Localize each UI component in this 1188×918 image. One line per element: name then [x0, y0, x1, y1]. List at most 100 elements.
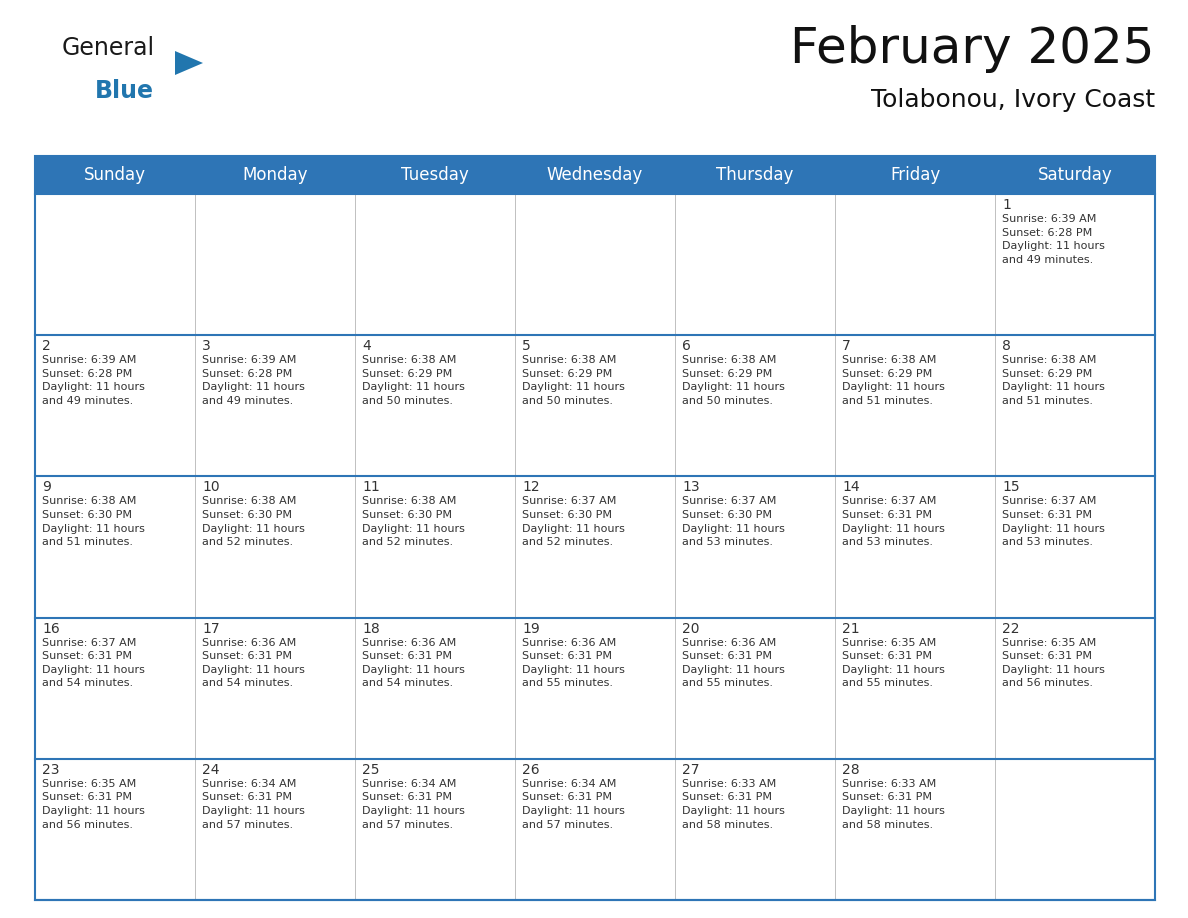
- Text: Sunrise: 6:37 AM
Sunset: 6:30 PM
Daylight: 11 hours
and 53 minutes.: Sunrise: 6:37 AM Sunset: 6:30 PM Dayligh…: [682, 497, 785, 547]
- Bar: [34, 194, 195, 335]
- Text: Sunrise: 6:34 AM
Sunset: 6:31 PM
Daylight: 11 hours
and 57 minutes.: Sunrise: 6:34 AM Sunset: 6:31 PM Dayligh…: [362, 778, 465, 830]
- Text: Sunrise: 6:39 AM
Sunset: 6:28 PM
Daylight: 11 hours
and 49 minutes.: Sunrise: 6:39 AM Sunset: 6:28 PM Dayligh…: [1001, 214, 1105, 264]
- Bar: [195, 759, 355, 900]
- Bar: [835, 335, 996, 476]
- Bar: [516, 194, 675, 335]
- Bar: [996, 759, 1155, 900]
- Text: 24: 24: [202, 763, 220, 777]
- Text: 4: 4: [362, 339, 371, 353]
- Text: Sunrise: 6:37 AM
Sunset: 6:31 PM
Daylight: 11 hours
and 54 minutes.: Sunrise: 6:37 AM Sunset: 6:31 PM Dayligh…: [42, 638, 145, 688]
- Text: Friday: Friday: [890, 166, 940, 184]
- Bar: [675, 476, 835, 618]
- Text: Monday: Monday: [242, 166, 308, 184]
- Bar: [195, 618, 355, 759]
- Text: 25: 25: [362, 763, 379, 777]
- Bar: [516, 476, 675, 618]
- Text: 6: 6: [682, 339, 691, 353]
- Text: Sunrise: 6:35 AM
Sunset: 6:31 PM
Daylight: 11 hours
and 56 minutes.: Sunrise: 6:35 AM Sunset: 6:31 PM Dayligh…: [42, 778, 145, 830]
- Text: Sunrise: 6:38 AM
Sunset: 6:29 PM
Daylight: 11 hours
and 50 minutes.: Sunrise: 6:38 AM Sunset: 6:29 PM Dayligh…: [362, 355, 465, 406]
- Text: Sunrise: 6:38 AM
Sunset: 6:29 PM
Daylight: 11 hours
and 51 minutes.: Sunrise: 6:38 AM Sunset: 6:29 PM Dayligh…: [1001, 355, 1105, 406]
- Bar: [34, 476, 195, 618]
- Text: 20: 20: [682, 621, 700, 635]
- Text: Saturday: Saturday: [1037, 166, 1112, 184]
- Text: 8: 8: [1001, 339, 1011, 353]
- Bar: [34, 759, 195, 900]
- Text: Sunrise: 6:38 AM
Sunset: 6:30 PM
Daylight: 11 hours
and 52 minutes.: Sunrise: 6:38 AM Sunset: 6:30 PM Dayligh…: [362, 497, 465, 547]
- Text: February 2025: February 2025: [790, 25, 1155, 73]
- Text: 11: 11: [362, 480, 380, 495]
- Bar: [355, 618, 516, 759]
- Bar: [835, 476, 996, 618]
- Text: Wednesday: Wednesday: [546, 166, 643, 184]
- Text: 14: 14: [842, 480, 860, 495]
- Text: 16: 16: [42, 621, 59, 635]
- Text: Tuesday: Tuesday: [402, 166, 469, 184]
- Text: 27: 27: [682, 763, 700, 777]
- Text: 15: 15: [1001, 480, 1019, 495]
- Bar: [675, 194, 835, 335]
- Text: Sunrise: 6:35 AM
Sunset: 6:31 PM
Daylight: 11 hours
and 56 minutes.: Sunrise: 6:35 AM Sunset: 6:31 PM Dayligh…: [1001, 638, 1105, 688]
- Bar: [355, 759, 516, 900]
- Text: Sunrise: 6:36 AM
Sunset: 6:31 PM
Daylight: 11 hours
and 54 minutes.: Sunrise: 6:36 AM Sunset: 6:31 PM Dayligh…: [202, 638, 305, 688]
- Text: 28: 28: [842, 763, 860, 777]
- Text: 23: 23: [42, 763, 59, 777]
- Text: Thursday: Thursday: [716, 166, 794, 184]
- Polygon shape: [175, 51, 203, 75]
- Text: Sunrise: 6:37 AM
Sunset: 6:31 PM
Daylight: 11 hours
and 53 minutes.: Sunrise: 6:37 AM Sunset: 6:31 PM Dayligh…: [1001, 497, 1105, 547]
- Text: General: General: [62, 36, 156, 60]
- Text: Blue: Blue: [95, 79, 154, 103]
- Bar: [675, 335, 835, 476]
- Text: 21: 21: [842, 621, 860, 635]
- Text: 2: 2: [42, 339, 51, 353]
- Bar: [996, 476, 1155, 618]
- Bar: [996, 618, 1155, 759]
- Text: Sunrise: 6:38 AM
Sunset: 6:29 PM
Daylight: 11 hours
and 50 minutes.: Sunrise: 6:38 AM Sunset: 6:29 PM Dayligh…: [522, 355, 625, 406]
- Text: 9: 9: [42, 480, 51, 495]
- Bar: [516, 618, 675, 759]
- Bar: [675, 618, 835, 759]
- Bar: [835, 618, 996, 759]
- Text: Sunrise: 6:34 AM
Sunset: 6:31 PM
Daylight: 11 hours
and 57 minutes.: Sunrise: 6:34 AM Sunset: 6:31 PM Dayligh…: [202, 778, 305, 830]
- Text: Sunrise: 6:35 AM
Sunset: 6:31 PM
Daylight: 11 hours
and 55 minutes.: Sunrise: 6:35 AM Sunset: 6:31 PM Dayligh…: [842, 638, 944, 688]
- Bar: [355, 335, 516, 476]
- Bar: [195, 335, 355, 476]
- Text: Sunrise: 6:34 AM
Sunset: 6:31 PM
Daylight: 11 hours
and 57 minutes.: Sunrise: 6:34 AM Sunset: 6:31 PM Dayligh…: [522, 778, 625, 830]
- Bar: [996, 194, 1155, 335]
- Text: 7: 7: [842, 339, 851, 353]
- Text: 17: 17: [202, 621, 220, 635]
- Text: 26: 26: [522, 763, 539, 777]
- Bar: [34, 156, 1155, 900]
- Bar: [675, 759, 835, 900]
- Text: 19: 19: [522, 621, 539, 635]
- Text: 13: 13: [682, 480, 700, 495]
- Bar: [835, 194, 996, 335]
- Text: Sunrise: 6:33 AM
Sunset: 6:31 PM
Daylight: 11 hours
and 58 minutes.: Sunrise: 6:33 AM Sunset: 6:31 PM Dayligh…: [682, 778, 785, 830]
- Text: Sunrise: 6:33 AM
Sunset: 6:31 PM
Daylight: 11 hours
and 58 minutes.: Sunrise: 6:33 AM Sunset: 6:31 PM Dayligh…: [842, 778, 944, 830]
- Bar: [34, 618, 195, 759]
- Bar: [355, 194, 516, 335]
- Text: Sunrise: 6:36 AM
Sunset: 6:31 PM
Daylight: 11 hours
and 55 minutes.: Sunrise: 6:36 AM Sunset: 6:31 PM Dayligh…: [682, 638, 785, 688]
- Text: 12: 12: [522, 480, 539, 495]
- Bar: [835, 759, 996, 900]
- Bar: [34, 335, 195, 476]
- Text: 1: 1: [1001, 198, 1011, 212]
- Text: Tolabonou, Ivory Coast: Tolabonou, Ivory Coast: [871, 88, 1155, 112]
- Text: Sunrise: 6:36 AM
Sunset: 6:31 PM
Daylight: 11 hours
and 55 minutes.: Sunrise: 6:36 AM Sunset: 6:31 PM Dayligh…: [522, 638, 625, 688]
- Bar: [996, 335, 1155, 476]
- Text: Sunrise: 6:39 AM
Sunset: 6:28 PM
Daylight: 11 hours
and 49 minutes.: Sunrise: 6:39 AM Sunset: 6:28 PM Dayligh…: [202, 355, 305, 406]
- Text: 22: 22: [1001, 621, 1019, 635]
- Text: Sunrise: 6:38 AM
Sunset: 6:30 PM
Daylight: 11 hours
and 51 minutes.: Sunrise: 6:38 AM Sunset: 6:30 PM Dayligh…: [42, 497, 145, 547]
- Text: Sunrise: 6:38 AM
Sunset: 6:29 PM
Daylight: 11 hours
and 50 minutes.: Sunrise: 6:38 AM Sunset: 6:29 PM Dayligh…: [682, 355, 785, 406]
- Text: 18: 18: [362, 621, 380, 635]
- Text: Sunrise: 6:39 AM
Sunset: 6:28 PM
Daylight: 11 hours
and 49 minutes.: Sunrise: 6:39 AM Sunset: 6:28 PM Dayligh…: [42, 355, 145, 406]
- Bar: [195, 476, 355, 618]
- Text: 3: 3: [202, 339, 210, 353]
- Bar: [195, 194, 355, 335]
- Text: Sunrise: 6:36 AM
Sunset: 6:31 PM
Daylight: 11 hours
and 54 minutes.: Sunrise: 6:36 AM Sunset: 6:31 PM Dayligh…: [362, 638, 465, 688]
- Bar: [355, 476, 516, 618]
- Text: 5: 5: [522, 339, 531, 353]
- Text: Sunrise: 6:37 AM
Sunset: 6:30 PM
Daylight: 11 hours
and 52 minutes.: Sunrise: 6:37 AM Sunset: 6:30 PM Dayligh…: [522, 497, 625, 547]
- Bar: [34, 156, 1155, 194]
- Text: Sunday: Sunday: [84, 166, 146, 184]
- Text: 10: 10: [202, 480, 220, 495]
